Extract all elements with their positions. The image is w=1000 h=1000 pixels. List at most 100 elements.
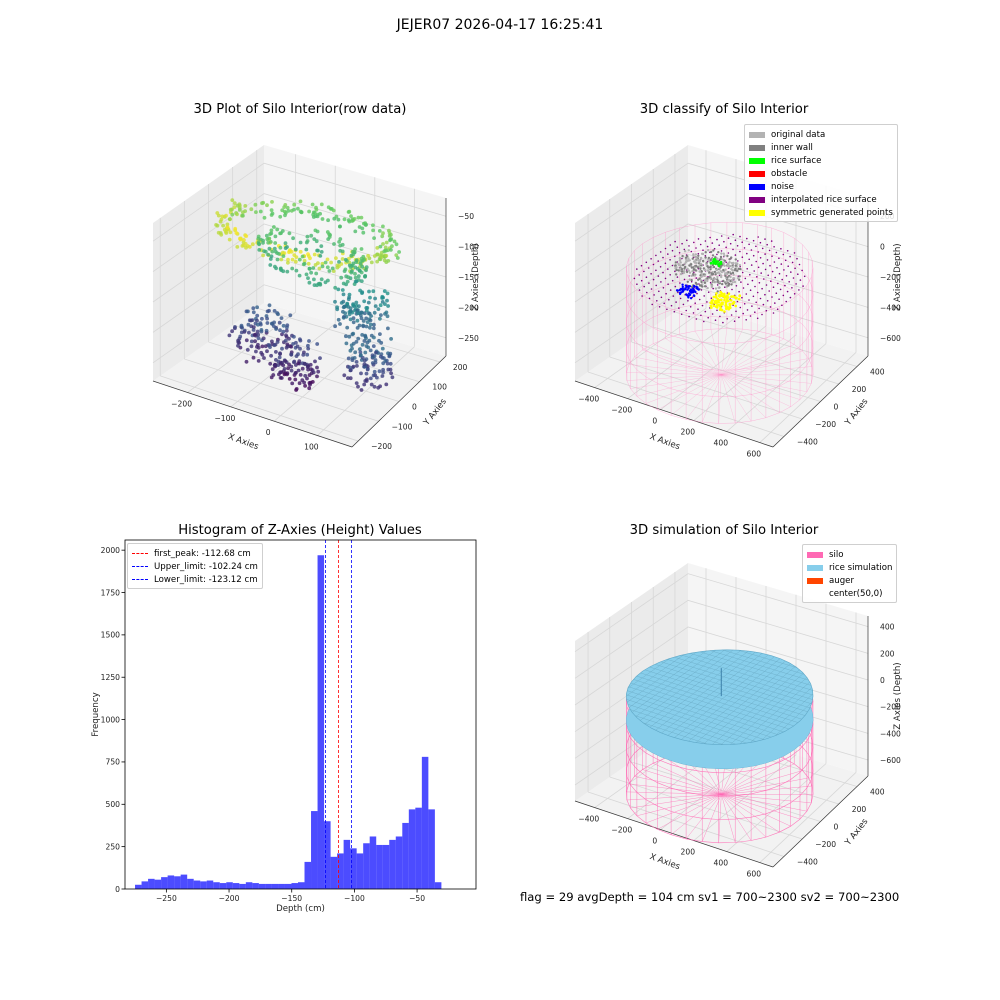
plot1-scatter-point: [256, 359, 261, 363]
plot1-scatter-point: [320, 264, 325, 269]
plot2-wall-point: [701, 275, 704, 278]
plot2-wall-point: [684, 260, 688, 264]
plot2-wall-point: [704, 268, 707, 272]
plot2-interp-point: [719, 315, 721, 318]
plot1-scatter-point: [292, 253, 297, 257]
plot2-interp-point: [749, 315, 752, 317]
plot1-scatter-point: [289, 344, 294, 349]
plot2-interp-point: [674, 240, 676, 243]
plot2-wall-point: [699, 262, 702, 266]
plot1-scatter-point: [307, 373, 312, 377]
plot2-interp-point: [742, 312, 744, 315]
plot1-scatter-point: [306, 254, 311, 258]
plot2-interp-point: [702, 279, 705, 282]
plot1-scatter-point: [318, 281, 322, 286]
plot1-scatter-point: [306, 261, 311, 266]
plot1-scatter-point: [246, 309, 250, 314]
plot2-wall-point: [729, 272, 732, 275]
plot1-scatter-point: [375, 259, 380, 264]
plot4-ztick-label: 0: [880, 676, 885, 685]
plot1-scatter-point: [371, 344, 376, 348]
plot2-ygrid: [653, 326, 839, 385]
plot2-wall-point: [694, 253, 698, 256]
plot1-scatter-point: [378, 244, 383, 249]
plot1-ztick-label: −100: [458, 243, 479, 252]
plot2-interp-point: [660, 296, 663, 299]
plot1-scatter-point: [278, 214, 283, 219]
plot2-interp-point: [759, 241, 762, 244]
plot2-interp-point: [780, 263, 783, 265]
plot2-interp-point: [704, 310, 707, 313]
plot3-histogram-bar: [337, 853, 344, 889]
plot4-silo-spoke: [626, 791, 722, 795]
plot1-scatter-point: [328, 207, 333, 211]
plot1-scatter-point: [386, 367, 391, 372]
plot2-interp-point: [741, 271, 744, 274]
plot1-scatter-point: [270, 249, 275, 254]
plot1-scatter-point: [232, 205, 237, 210]
plot1-scatter-point: [230, 329, 235, 334]
plot1-scatter-point: [363, 334, 368, 339]
plot1-scatter-point: [365, 320, 370, 324]
plot1-scatter-point: [251, 355, 256, 360]
plot4-silo-spoke: [645, 794, 722, 824]
plot1-scatter-point: [289, 368, 294, 373]
plot2-noise-point: [692, 294, 696, 297]
plot1-scatter-point: [266, 252, 270, 257]
legend-swatch: [749, 209, 765, 216]
plot4-ytick-label: 200: [852, 805, 867, 814]
plot1-scatter-point: [272, 309, 277, 313]
plot1-scatter-point: [364, 265, 369, 270]
plot2-interp-point: [793, 252, 796, 254]
plot4-mesh-line: [674, 656, 813, 700]
plot2-wall-point: [728, 258, 731, 261]
plot2-ztick-label: −600: [880, 334, 901, 343]
plot1-scatter-point: [289, 352, 294, 357]
plot1-scatter-point: [260, 201, 264, 206]
plot2-silo-spoke: [701, 374, 722, 423]
plot1-scatter-point: [380, 374, 385, 378]
plot1-scatter-point: [368, 376, 373, 381]
plot2-wall-point: [710, 272, 713, 275]
plot2-interpolated-points: [633, 233, 806, 324]
plot3-histogram-bar: [187, 878, 194, 889]
plot2-wall-point: [725, 271, 728, 275]
plot1-scatter-point: [285, 342, 290, 347]
plot4-mesh-line: [695, 663, 791, 743]
plot2-xtick-label: 0: [652, 417, 657, 426]
plot1-scatter-point: [320, 217, 325, 221]
plot1-scatter-point: [297, 273, 302, 278]
plot1-scatter-point: [267, 308, 271, 313]
plot1-scatter-point: [293, 247, 298, 252]
plot4-zgrid: [574, 573, 869, 652]
plot1-scatter-point: [255, 329, 260, 334]
plot2-wall-point: [706, 286, 709, 290]
plot1-scatter-point: [346, 210, 351, 214]
plot4-silo-spoke: [626, 794, 722, 801]
plot4-silo-spoke: [630, 794, 722, 809]
plot4-mesh-line: [649, 666, 806, 716]
plot2-interp-point: [748, 258, 750, 261]
plot1-xtick-label: −200: [171, 399, 192, 408]
plot2-interp-point: [769, 306, 772, 308]
plot4-mesh-line: [626, 699, 756, 742]
plot2-interp-point: [678, 307, 680, 309]
plot1-scatter-point: [334, 214, 339, 219]
plot2-symmetric-point: [729, 306, 732, 310]
legend-swatch: [749, 131, 765, 138]
plot2-wall-point: [709, 268, 712, 271]
plot4-mesh-line: [635, 649, 725, 717]
plot1-scatter-point: [238, 236, 242, 241]
plot1-scatter-point: [278, 231, 282, 236]
plot4-mesh-line: [729, 677, 808, 745]
plot3-histogram-bar: [350, 848, 357, 889]
plot1-scatter-point: [366, 253, 370, 258]
plot1-scatter-point: [344, 274, 349, 279]
plot3-histogram-bar: [382, 844, 390, 889]
plot1-scatter-point: [243, 242, 248, 246]
plot1-scatter-point: [381, 370, 385, 375]
plot2-interp-point: [689, 306, 692, 308]
plot1-scatter-point: [379, 253, 384, 258]
plot2-symmetric-point: [719, 298, 722, 302]
